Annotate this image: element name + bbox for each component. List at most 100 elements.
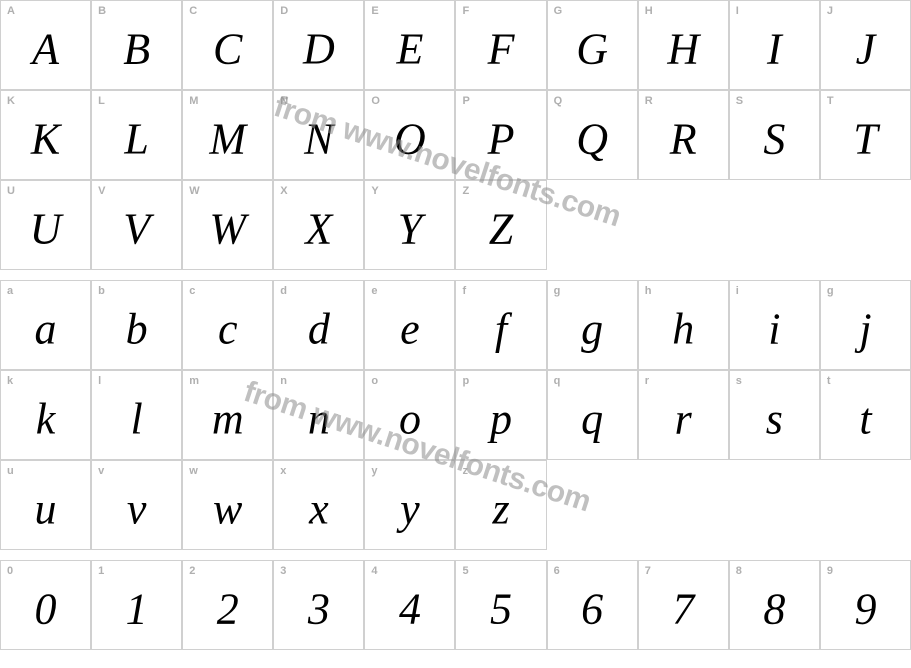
glyph-cell: SS: [729, 90, 820, 180]
glyph-cell: gg: [547, 280, 638, 370]
glyph-label: R: [645, 95, 653, 107]
glyph-character: Y: [398, 207, 422, 251]
glyph-character: b: [126, 307, 148, 351]
glyph-cell: ZZ: [455, 180, 546, 270]
glyph-cell: ee: [364, 280, 455, 370]
glyph-cell: DD: [273, 0, 364, 90]
glyph-label: K: [7, 95, 15, 107]
glyph-label: P: [462, 95, 469, 107]
glyph-label: A: [7, 5, 15, 17]
glyph-cell: BB: [91, 0, 182, 90]
glyph-cell: PP: [455, 90, 546, 180]
glyph-label: 7: [645, 565, 651, 577]
glyph-label: T: [827, 95, 834, 107]
glyph-label: e: [371, 285, 377, 297]
glyph-cell: 55: [455, 560, 546, 650]
glyph-cell: XX: [273, 180, 364, 270]
glyph-character: E: [396, 27, 423, 71]
glyph-character: 2: [217, 587, 239, 631]
glyph-label: o: [371, 375, 378, 387]
glyph-section-digits: 00112233445566778899: [0, 560, 911, 650]
glyph-label: X: [280, 185, 287, 197]
glyph-cell: zz: [455, 460, 546, 550]
glyph-character: v: [127, 487, 147, 531]
glyph-character: 7: [672, 587, 694, 631]
glyph-cell: 22: [182, 560, 273, 650]
glyph-character: H: [667, 27, 699, 71]
glyph-character: k: [36, 397, 56, 441]
glyph-label: 8: [736, 565, 742, 577]
glyph-label: H: [645, 5, 653, 17]
glyph-character: 4: [399, 587, 421, 631]
glyph-cell: qq: [547, 370, 638, 460]
glyph-label: 4: [371, 565, 377, 577]
glyph-label: f: [462, 285, 466, 297]
glyph-label: D: [280, 5, 288, 17]
glyph-label: F: [462, 5, 469, 17]
glyph-character: r: [675, 397, 692, 441]
glyph-character: L: [124, 117, 148, 161]
glyph-label: w: [189, 465, 198, 477]
glyph-character: T: [853, 117, 877, 161]
glyph-character: 6: [581, 587, 603, 631]
glyph-cell: LL: [91, 90, 182, 180]
glyph-character: G: [576, 27, 608, 71]
glyph-label: i: [736, 285, 739, 297]
glyph-cell: OO: [364, 90, 455, 180]
glyph-character: g: [581, 307, 603, 351]
glyph-cell: CC: [182, 0, 273, 90]
glyph-label: N: [280, 95, 288, 107]
glyph-cell: NN: [273, 90, 364, 180]
glyph-label: 0: [7, 565, 13, 577]
glyph-cell: QQ: [547, 90, 638, 180]
glyph-character: 0: [35, 587, 57, 631]
glyph-label: t: [827, 375, 831, 387]
glyph-character: p: [490, 397, 512, 441]
glyph-character: S: [763, 117, 785, 161]
glyph-label: n: [280, 375, 287, 387]
glyph-character: 8: [763, 587, 785, 631]
glyph-character: x: [309, 487, 329, 531]
glyph-label: d: [280, 285, 287, 297]
glyph-cell: hh: [638, 280, 729, 370]
glyph-label: I: [736, 5, 739, 17]
glyph-cell: bb: [91, 280, 182, 370]
font-glyph-grid: AABBCCDDEEFFGGHHIIJJKKLLMMNNOOPPQQRRSSTT…: [0, 0, 911, 650]
glyph-cell: YY: [364, 180, 455, 270]
glyph-label: Q: [554, 95, 563, 107]
glyph-label: q: [554, 375, 561, 387]
glyph-cell: FF: [455, 0, 546, 90]
glyph-cell: 11: [91, 560, 182, 650]
glyph-character: V: [123, 207, 150, 251]
glyph-cell: 99: [820, 560, 911, 650]
glyph-cell: 33: [273, 560, 364, 650]
glyph-label: 1: [98, 565, 104, 577]
glyph-label: S: [736, 95, 743, 107]
glyph-cell: rr: [638, 370, 729, 460]
glyph-character: U: [30, 207, 62, 251]
glyph-character: K: [31, 117, 60, 161]
glyph-character: c: [218, 307, 238, 351]
glyph-cell: ff: [455, 280, 546, 370]
glyph-label: L: [98, 95, 105, 107]
glyph-character: X: [305, 207, 332, 251]
glyph-cell: mm: [182, 370, 273, 460]
glyph-cell: xx: [273, 460, 364, 550]
glyph-character: m: [212, 397, 244, 441]
glyph-label: r: [645, 375, 649, 387]
glyph-label: 2: [189, 565, 195, 577]
glyph-character: z: [492, 487, 509, 531]
glyph-character: 1: [126, 587, 148, 631]
glyph-label: 9: [827, 565, 833, 577]
glyph-character: n: [308, 397, 330, 441]
glyph-cell: ss: [729, 370, 820, 460]
glyph-label: W: [189, 185, 199, 197]
glyph-character: e: [400, 307, 420, 351]
glyph-label: 5: [462, 565, 468, 577]
glyph-label: m: [189, 375, 199, 387]
glyph-label: B: [98, 5, 106, 17]
glyph-label: 6: [554, 565, 560, 577]
glyph-character: o: [399, 397, 421, 441]
glyph-cell: KK: [0, 90, 91, 180]
glyph-label: C: [189, 5, 197, 17]
